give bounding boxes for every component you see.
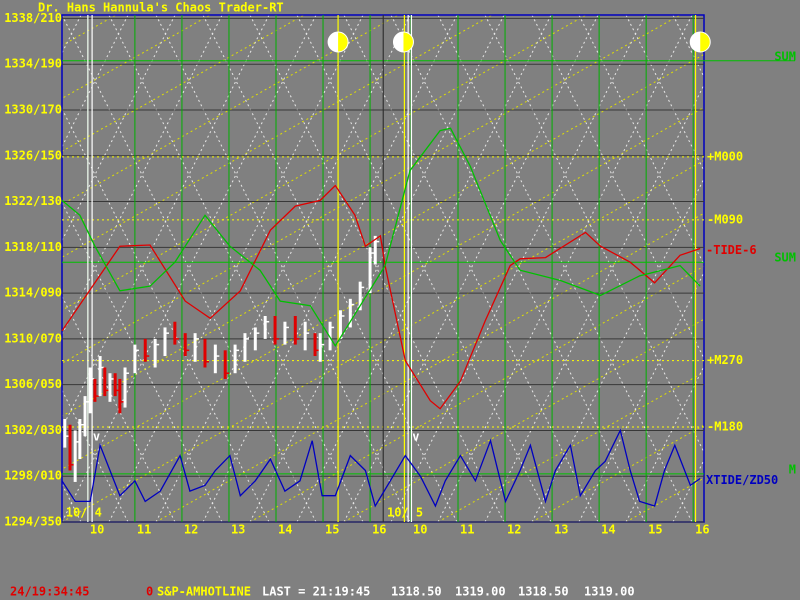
x-tick-label: 13 [554, 523, 568, 537]
mark-label: v [93, 430, 100, 444]
pattern-line [62, 15, 493, 258]
y-tick-label: 1326/150 [4, 148, 62, 162]
x-tick-label: 10 [413, 523, 427, 537]
y-tick-label: 1334/190 [4, 57, 62, 71]
x-tick-label: 12 [507, 523, 521, 537]
sum-label: SUM [774, 49, 796, 63]
x-tick-label: 10 [90, 523, 104, 537]
moon [689, 31, 711, 53]
series-label: -TIDE-6 [706, 243, 757, 257]
status-quote: 1319.00 [455, 585, 506, 599]
x-tick-label: 12 [184, 523, 198, 537]
series-line [61, 184, 701, 410]
pattern-line [62, 15, 681, 364]
day-label: 10/ 5 [387, 506, 423, 520]
status-quote: 1318.50 [518, 585, 569, 599]
mark-label: v [412, 430, 419, 444]
x-tick-label: 13 [231, 523, 245, 537]
x-tick-label: 15 [325, 523, 339, 537]
sum-label: SUM [774, 251, 796, 265]
level-label: -M090 [707, 212, 743, 226]
x-tick-label: 11 [460, 523, 474, 537]
y-tick-label: 1338/210 [4, 11, 62, 25]
series-line [61, 428, 701, 508]
y-tick-label: 1310/070 [4, 331, 62, 345]
y-tick-label: 1306/050 [4, 377, 62, 391]
x-tick-label: 14 [278, 523, 292, 537]
status-clock: 24/19:34:45 [10, 585, 89, 599]
pattern-line [249, 265, 704, 522]
moon [327, 31, 349, 53]
y-tick-label: 1302/030 [4, 423, 62, 437]
day-label: 10/ 4 [66, 506, 102, 520]
diagonal-pattern [62, 15, 704, 522]
x-tick-label: 15 [648, 523, 662, 537]
status-count: 0 [146, 585, 153, 599]
y-tick-label: 1318/110 [4, 240, 62, 254]
pattern-line [62, 159, 704, 522]
series-line [61, 127, 701, 348]
y-tick-label: 1298/010 [4, 469, 62, 483]
x-tick-label: 16 [372, 523, 386, 537]
pattern-line [62, 15, 587, 311]
status-last: LAST = 21:19:45 [262, 585, 370, 599]
series-label: XTIDE/ZD50 [706, 473, 778, 487]
pattern-line [62, 15, 399, 205]
status-quote: 1318.50 [391, 585, 442, 599]
x-tick-label: 11 [137, 523, 151, 537]
status-symbol: S&P-AMHOTLINE [157, 585, 251, 599]
level-label: +M000 [707, 149, 743, 163]
level-label: +M270 [707, 353, 743, 367]
y-tick-label: 1314/090 [4, 286, 62, 300]
moon-lit [393, 32, 404, 52]
level-label: -M180 [707, 420, 743, 434]
moon-lit [328, 32, 339, 52]
pattern-line [62, 53, 704, 417]
x-tick-label: 16 [695, 523, 709, 537]
y-tick-label: 1294/350 [4, 515, 62, 529]
pattern-line [62, 106, 704, 470]
pattern-line [155, 212, 704, 522]
moon-lit [690, 32, 701, 52]
y-tick-label: 1330/170 [4, 102, 62, 116]
moon [392, 31, 414, 53]
pattern-line [62, 15, 305, 152]
x-tick-label: 14 [601, 523, 615, 537]
sum-label: M [789, 462, 796, 476]
chart-title: Dr. Hans Hannula's Chaos Trader-RT [38, 1, 284, 15]
y-tick-label: 1322/130 [4, 194, 62, 208]
status-quote: 1319.00 [584, 585, 635, 599]
